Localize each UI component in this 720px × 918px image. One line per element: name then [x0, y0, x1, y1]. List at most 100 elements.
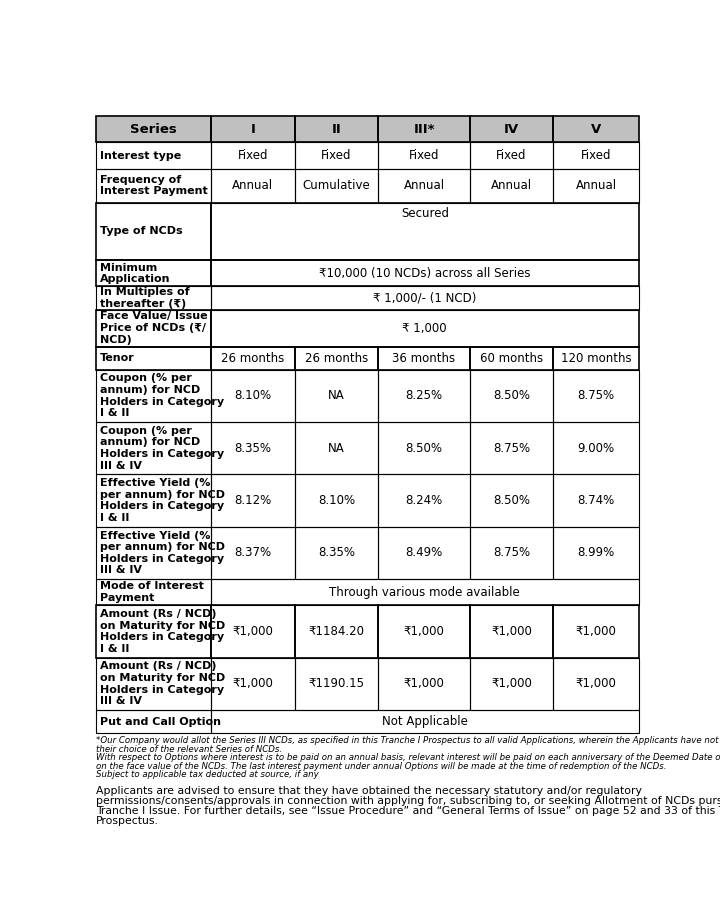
- Text: ₹1,000: ₹1,000: [233, 677, 273, 690]
- Text: Cumulative: Cumulative: [302, 179, 370, 192]
- Bar: [378, 422, 469, 475]
- Bar: [211, 286, 639, 309]
- Bar: [554, 527, 639, 579]
- Bar: [96, 657, 211, 710]
- Bar: [554, 422, 639, 475]
- Text: Coupon (% per
annum) for NCD
Holders in Category
I & II: Coupon (% per annum) for NCD Holders in …: [100, 374, 224, 419]
- Text: Fixed: Fixed: [496, 149, 527, 162]
- Bar: [96, 203, 211, 261]
- Bar: [96, 527, 211, 579]
- Bar: [211, 710, 639, 733]
- Bar: [211, 117, 294, 142]
- Bar: [469, 117, 554, 142]
- Bar: [294, 347, 378, 370]
- Text: Series: Series: [130, 123, 177, 136]
- Bar: [96, 347, 211, 370]
- Bar: [211, 657, 294, 710]
- Bar: [211, 579, 639, 605]
- Bar: [554, 657, 639, 710]
- Bar: [294, 142, 378, 169]
- Bar: [554, 142, 639, 169]
- Bar: [211, 169, 294, 203]
- Text: Annual: Annual: [575, 179, 616, 192]
- Text: 8.75%: 8.75%: [493, 442, 530, 454]
- Bar: [211, 475, 294, 527]
- Text: Effective Yield (%
per annum) for NCD
Holders in Category
III & IV: Effective Yield (% per annum) for NCD Ho…: [100, 531, 225, 576]
- Text: ₹1,000: ₹1,000: [575, 625, 616, 638]
- Bar: [378, 347, 469, 370]
- Bar: [211, 657, 294, 710]
- Bar: [294, 169, 378, 203]
- Text: V: V: [591, 123, 601, 136]
- Text: Minimum
Application: Minimum Application: [100, 263, 171, 285]
- Bar: [96, 605, 211, 657]
- Bar: [378, 347, 469, 370]
- Text: Fixed: Fixed: [409, 149, 439, 162]
- Text: Frequency of
Interest Payment: Frequency of Interest Payment: [100, 174, 208, 196]
- Bar: [378, 117, 469, 142]
- Bar: [378, 169, 469, 203]
- Bar: [469, 117, 554, 142]
- Bar: [211, 527, 294, 579]
- Text: 8.35%: 8.35%: [234, 442, 271, 454]
- Bar: [378, 605, 469, 657]
- Text: ₹1184.20: ₹1184.20: [308, 625, 364, 638]
- Bar: [378, 370, 469, 422]
- Bar: [378, 117, 469, 142]
- Bar: [554, 370, 639, 422]
- Bar: [96, 579, 211, 605]
- Text: 26 months: 26 months: [221, 352, 284, 364]
- Text: Not Applicable: Not Applicable: [382, 715, 468, 728]
- Text: Put and Call Option: Put and Call Option: [100, 717, 221, 726]
- Bar: [554, 475, 639, 527]
- Text: ₹10,000 (10 NCDs) across all Series: ₹10,000 (10 NCDs) across all Series: [319, 267, 531, 280]
- Bar: [378, 142, 469, 169]
- Bar: [211, 261, 639, 286]
- Bar: [294, 475, 378, 527]
- Text: ₹1,000: ₹1,000: [404, 625, 444, 638]
- Bar: [554, 169, 639, 203]
- Bar: [211, 605, 294, 657]
- Bar: [96, 169, 211, 203]
- Text: Secured: Secured: [401, 207, 449, 220]
- Bar: [96, 309, 211, 347]
- Text: Annual: Annual: [232, 179, 274, 192]
- Bar: [469, 527, 554, 579]
- Bar: [554, 422, 639, 475]
- Bar: [96, 142, 211, 169]
- Bar: [211, 347, 294, 370]
- Bar: [96, 142, 211, 169]
- Bar: [211, 286, 639, 309]
- Bar: [469, 347, 554, 370]
- Bar: [96, 261, 211, 286]
- Text: 9.00%: 9.00%: [577, 442, 615, 454]
- Text: 120 months: 120 months: [561, 352, 631, 364]
- Text: Through various mode available: Through various mode available: [330, 586, 520, 599]
- Text: 8.74%: 8.74%: [577, 494, 615, 507]
- Bar: [96, 475, 211, 527]
- Bar: [294, 422, 378, 475]
- Text: Coupon (% per
annum) for NCD
Holders in Category
III & IV: Coupon (% per annum) for NCD Holders in …: [100, 426, 224, 471]
- Text: on the face value of the NCDs. The last interest payment under annual Options wi: on the face value of the NCDs. The last …: [96, 762, 667, 770]
- Bar: [96, 527, 211, 579]
- Text: Annual: Annual: [403, 179, 444, 192]
- Bar: [96, 286, 211, 309]
- Text: ₹1190.15: ₹1190.15: [308, 677, 364, 690]
- Text: ₹1,000: ₹1,000: [491, 625, 532, 638]
- Bar: [554, 142, 639, 169]
- Bar: [469, 142, 554, 169]
- Bar: [211, 261, 639, 286]
- Bar: [378, 169, 469, 203]
- Bar: [96, 169, 211, 203]
- Text: Tenor: Tenor: [100, 353, 135, 364]
- Bar: [211, 422, 294, 475]
- Bar: [469, 657, 554, 710]
- Bar: [554, 527, 639, 579]
- Bar: [211, 309, 639, 347]
- Text: II: II: [332, 123, 341, 136]
- Bar: [294, 117, 378, 142]
- Bar: [294, 422, 378, 475]
- Text: 8.75%: 8.75%: [577, 389, 615, 402]
- Bar: [96, 422, 211, 475]
- Text: Effective Yield (%
per annum) for NCD
Holders in Category
I & II: Effective Yield (% per annum) for NCD Ho…: [100, 478, 225, 523]
